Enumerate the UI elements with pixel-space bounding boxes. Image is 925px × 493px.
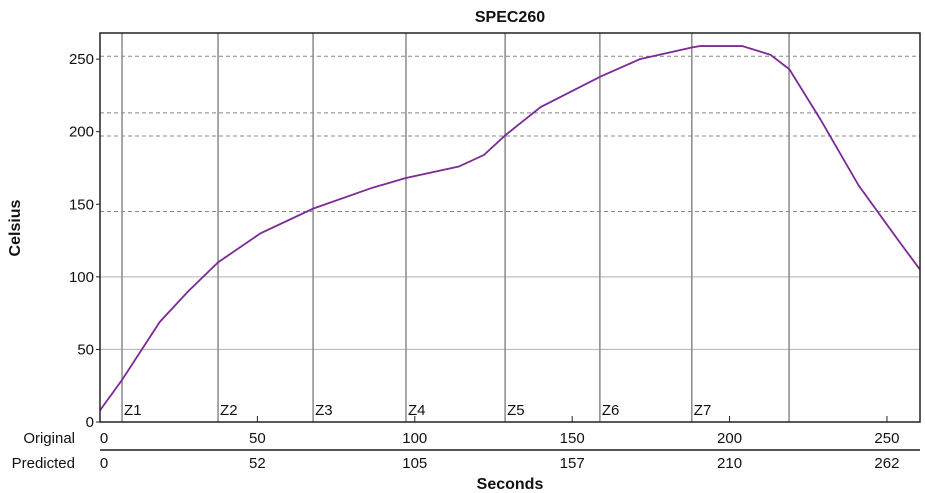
x-tick-label: 52: [249, 455, 266, 472]
x-tick-label: 0: [100, 455, 108, 472]
plot-frame: [99, 32, 921, 423]
x-tick-label: 262: [874, 455, 899, 472]
x-tick-label: 105: [402, 455, 427, 472]
y-tick-label: 150: [69, 196, 94, 213]
zone-label: Z6: [602, 402, 620, 419]
zone-label: Z1: [124, 402, 142, 419]
x-tick-label: 157: [560, 455, 585, 472]
x-tick-label: 200: [717, 430, 742, 447]
x-axis-label: Seconds: [477, 476, 544, 493]
x-axis-row-label: Original: [23, 430, 75, 447]
y-tick-label: 100: [69, 269, 94, 286]
zone-label: Z3: [315, 402, 333, 419]
y-tick-label: 250: [69, 51, 94, 68]
series-line: [99, 45, 921, 411]
y-tick-label: 200: [69, 124, 94, 141]
zone-label: Z2: [220, 402, 238, 419]
x-tick-label: 250: [874, 430, 899, 447]
x-tick-label: 0: [100, 430, 108, 447]
x-axis-row-label: Predicted: [12, 455, 75, 472]
zone-label: Z4: [408, 402, 426, 419]
y-axis-label: Celsius: [7, 199, 24, 256]
zone-label: Z5: [507, 402, 525, 419]
y-tick-label: 50: [77, 341, 94, 358]
x-tick-label: 100: [402, 430, 427, 447]
x-tick-label: 150: [560, 430, 585, 447]
y-tick-label: 0: [86, 414, 94, 431]
chart-title: SPEC260: [475, 9, 545, 26]
x-tick-label: 210: [717, 455, 742, 472]
zone-label: Z7: [694, 402, 712, 419]
x-tick-label: 50: [249, 430, 266, 447]
